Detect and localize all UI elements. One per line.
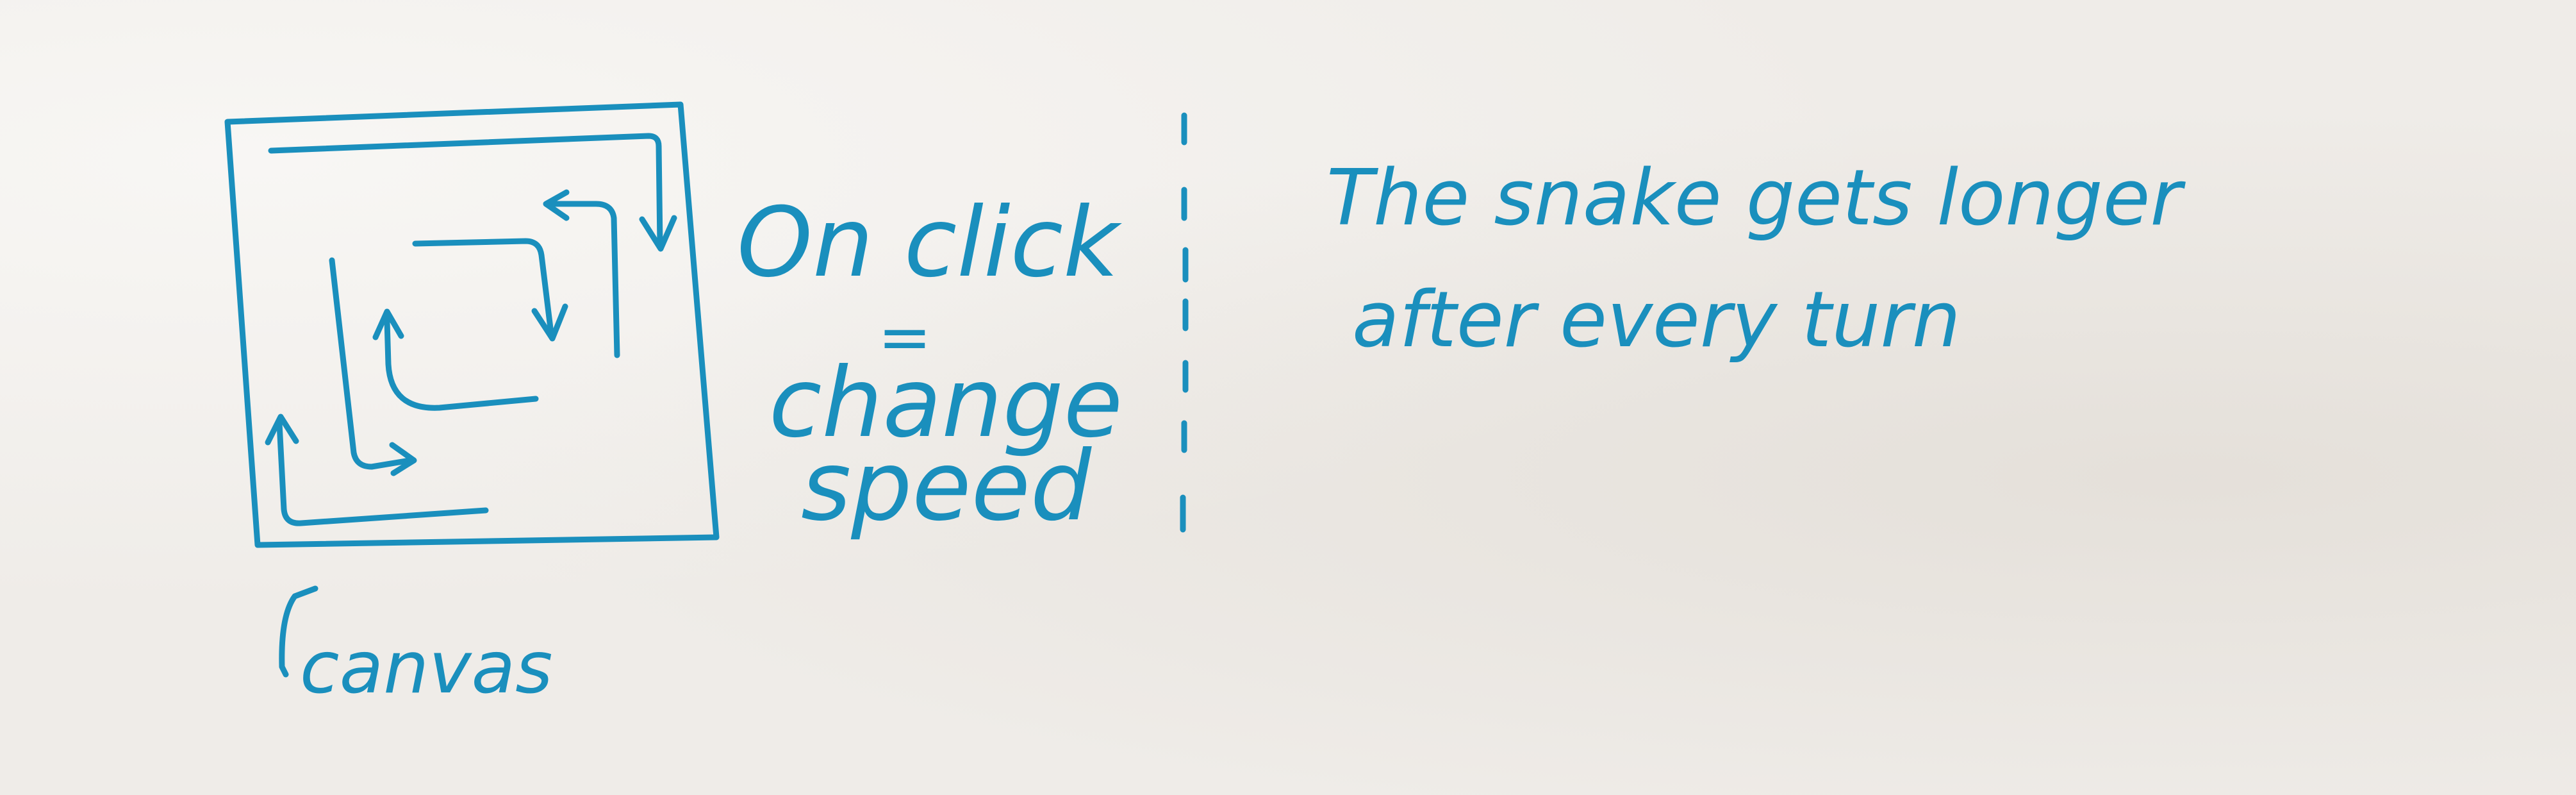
equals-sign: = [878,299,932,374]
snake-longer-line1: The snake gets longer [1326,154,2186,243]
on-click-text: On click [737,187,1122,299]
canvas-pointer-arrow [279,585,318,678]
canvas-frame [224,101,720,548]
dashed-divider [1180,112,1189,533]
canvas-label: canvas [300,626,552,710]
snake-longer-line2: after every turn [1352,276,1961,365]
spiral-snake-path [265,133,677,526]
speed-text: speed [801,431,1092,542]
change-text: change [769,347,1123,459]
